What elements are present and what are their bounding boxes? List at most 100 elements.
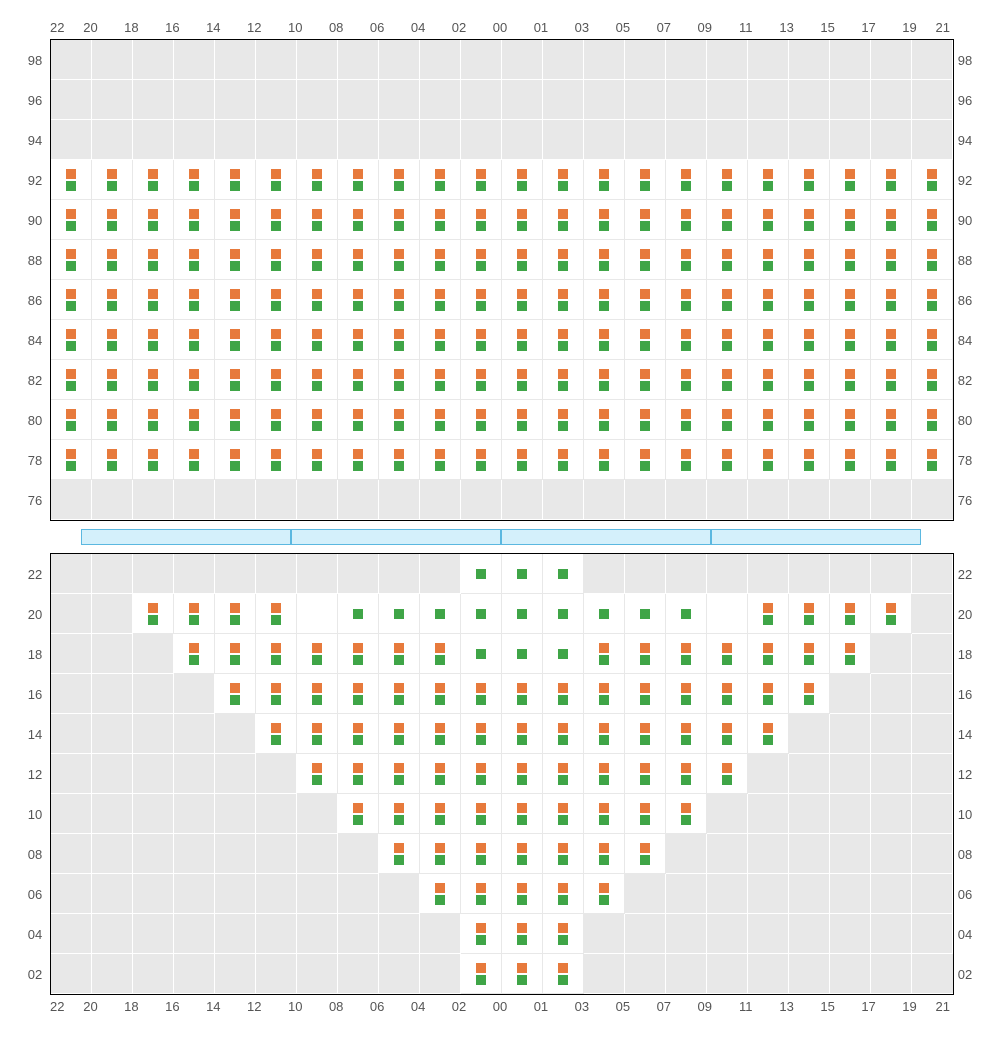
divider-segment [501, 529, 711, 545]
cell [92, 440, 133, 480]
cell [543, 754, 584, 794]
marker-orange [476, 249, 486, 259]
cell [625, 794, 666, 834]
cell [133, 40, 174, 80]
marker-orange [517, 249, 527, 259]
y-tick: 78 [20, 440, 50, 480]
marker-orange [435, 289, 445, 299]
cell [338, 874, 379, 914]
marker-orange [558, 329, 568, 339]
marker-orange [148, 289, 158, 299]
marker-orange [640, 643, 650, 653]
cell [502, 634, 543, 674]
cell [174, 200, 215, 240]
marker-orange [189, 409, 199, 419]
cell [461, 554, 502, 594]
cell [379, 480, 420, 520]
cell [133, 440, 174, 480]
marker-green [312, 735, 322, 745]
cell [748, 714, 789, 754]
marker-orange [681, 289, 691, 299]
marker-orange [476, 683, 486, 693]
y-tick: 98 [950, 40, 980, 80]
x-tick: 20 [70, 999, 111, 1014]
cell [92, 754, 133, 794]
cell [584, 320, 625, 360]
marker-green [681, 461, 691, 471]
marker-green [230, 421, 240, 431]
marker-green [517, 341, 527, 351]
marker-orange [435, 843, 445, 853]
y-tick: 20 [20, 594, 50, 634]
cell [297, 360, 338, 400]
marker-orange [558, 803, 568, 813]
marker-orange [640, 409, 650, 419]
marker-green [681, 815, 691, 825]
cell [174, 360, 215, 400]
marker-green [558, 815, 568, 825]
marker-orange [763, 289, 773, 299]
marker-orange [312, 683, 322, 693]
cell [92, 320, 133, 360]
marker-orange [640, 449, 650, 459]
marker-orange [271, 683, 281, 693]
cell [92, 954, 133, 994]
marker-green [681, 775, 691, 785]
y-tick: 94 [20, 120, 50, 160]
cell [625, 40, 666, 80]
cell [543, 554, 584, 594]
marker-orange [517, 683, 527, 693]
marker-orange [640, 843, 650, 853]
cell [461, 320, 502, 360]
marker-orange [722, 643, 732, 653]
marker-orange [435, 369, 445, 379]
marker-green [312, 221, 322, 231]
cell [789, 874, 830, 914]
cell [789, 400, 830, 440]
cell [871, 160, 912, 200]
marker-green [394, 735, 404, 745]
marker-green [435, 261, 445, 271]
marker-orange [722, 723, 732, 733]
marker-orange [107, 329, 117, 339]
marker-green [763, 261, 773, 271]
cell [543, 674, 584, 714]
cell [379, 674, 420, 714]
marker-green [845, 421, 855, 431]
cell [830, 714, 871, 754]
marker-orange [804, 169, 814, 179]
cell [584, 674, 625, 714]
top-grid-container [50, 39, 954, 521]
marker-green [312, 261, 322, 271]
cell [543, 320, 584, 360]
x-tick: 04 [398, 20, 439, 35]
marker-green [804, 381, 814, 391]
marker-green [845, 615, 855, 625]
marker-green [804, 221, 814, 231]
marker-orange [394, 209, 404, 219]
marker-orange [599, 843, 609, 853]
marker-orange [394, 803, 404, 813]
cell [830, 674, 871, 714]
cell [92, 594, 133, 634]
marker-green [394, 261, 404, 271]
y-tick: 18 [950, 634, 980, 674]
cell [789, 360, 830, 400]
marker-green [517, 569, 527, 579]
x-tick: 10 [275, 20, 316, 35]
marker-green [599, 815, 609, 825]
marker-green [107, 181, 117, 191]
y-tick: 10 [20, 794, 50, 834]
marker-orange [476, 883, 486, 893]
marker-orange [435, 763, 445, 773]
cell [297, 280, 338, 320]
marker-green [517, 461, 527, 471]
marker-orange [845, 449, 855, 459]
marker-green [640, 655, 650, 665]
cell [912, 400, 953, 440]
marker-green [435, 341, 445, 351]
cell [92, 360, 133, 400]
cell [256, 240, 297, 280]
cell [461, 360, 502, 400]
cell [543, 240, 584, 280]
